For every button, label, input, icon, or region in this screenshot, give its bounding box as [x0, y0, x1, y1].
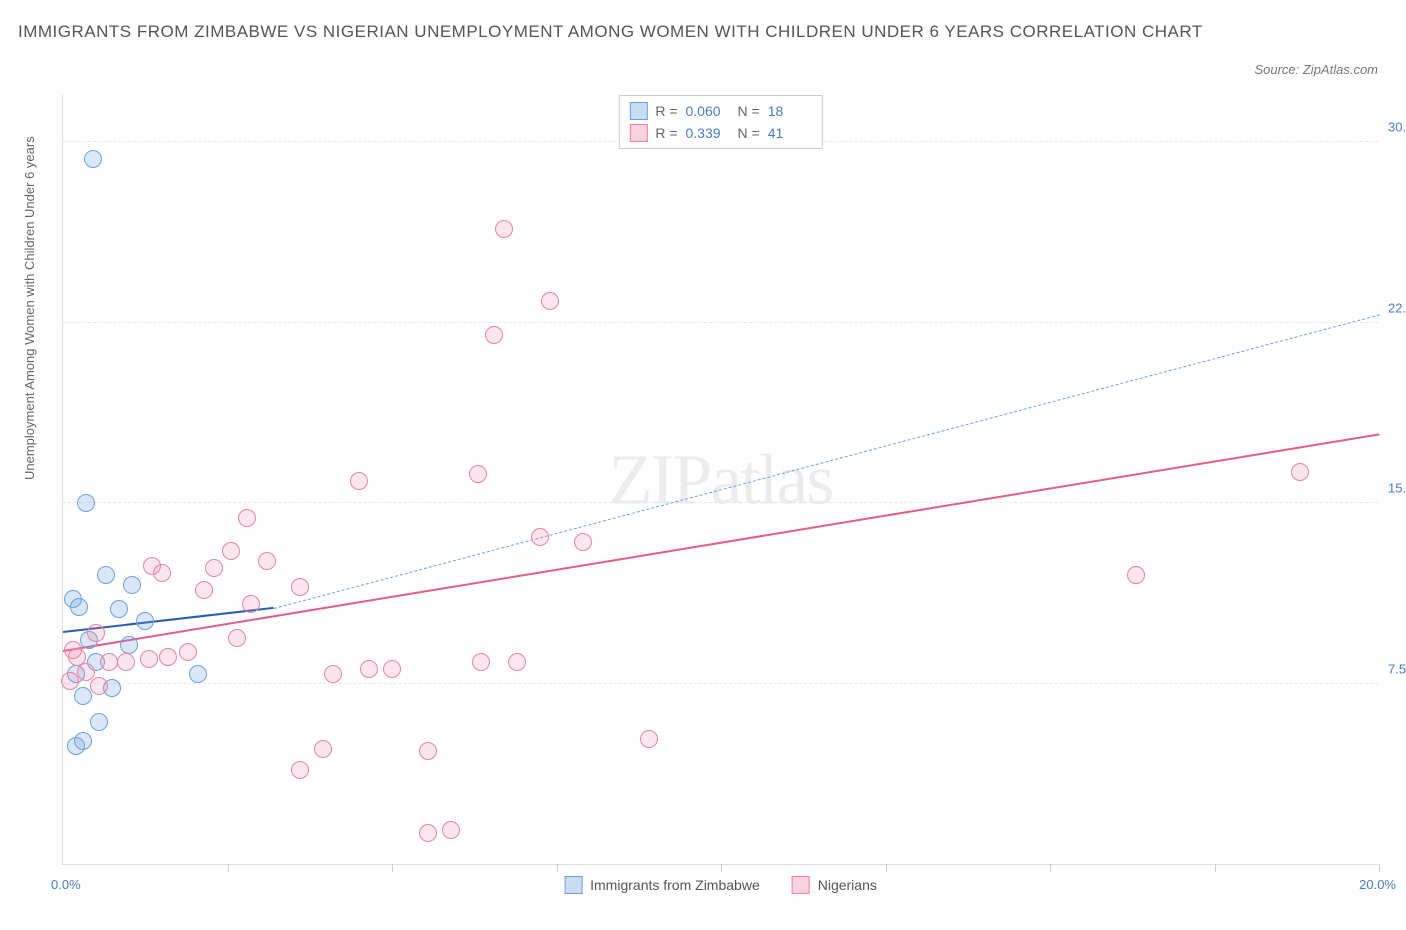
point-nigerians: [1127, 566, 1145, 584]
r-value-nigerians: 0.339: [686, 125, 730, 141]
legend-item-nigerians: Nigerians: [792, 876, 877, 894]
n-value-nigerians: 41: [768, 125, 812, 141]
point-nigerians: [419, 824, 437, 842]
point-nigerians: [469, 465, 487, 483]
legend-label-zimbabwe: Immigrants from Zimbabwe: [590, 877, 760, 893]
point-nigerians: [61, 672, 79, 690]
x-tick: [886, 864, 887, 872]
point-nigerians: [472, 653, 490, 671]
point-nigerians: [195, 581, 213, 599]
x-tick: [1050, 864, 1051, 872]
y-tick-label: 15.0%: [1388, 481, 1406, 496]
x-tick: [721, 864, 722, 872]
grid-line: [63, 502, 1378, 503]
point-nigerians: [222, 542, 240, 560]
swatch-zimbabwe-icon: [564, 876, 582, 894]
point-nigerians: [419, 742, 437, 760]
x-tick: [557, 864, 558, 872]
swatch-nigerians-icon: [629, 124, 647, 142]
legend-row-nigerians: R = 0.339 N = 41: [629, 122, 811, 144]
point-nigerians: [258, 552, 276, 570]
point-nigerians: [238, 509, 256, 527]
trend-line: [63, 434, 1379, 653]
y-tick-label: 22.5%: [1388, 300, 1406, 315]
y-tick-label: 7.5%: [1388, 661, 1406, 676]
point-nigerians: [242, 595, 260, 613]
grid-line: [63, 683, 1378, 684]
point-nigerians: [442, 821, 460, 839]
point-nigerians: [495, 220, 513, 238]
point-nigerians: [140, 650, 158, 668]
point-nigerians: [291, 761, 309, 779]
point-zimbabwe: [90, 713, 108, 731]
point-nigerians: [77, 663, 95, 681]
point-zimbabwe: [110, 600, 128, 618]
chart-container: IMMIGRANTS FROM ZIMBABWE VS NIGERIAN UNE…: [0, 0, 1406, 930]
x-tick: [1215, 864, 1216, 872]
point-nigerians: [485, 326, 503, 344]
point-nigerians: [90, 677, 108, 695]
point-nigerians: [508, 653, 526, 671]
watermark-atlas: atlas: [711, 439, 833, 519]
point-zimbabwe: [74, 687, 92, 705]
swatch-nigerians-icon: [792, 876, 810, 894]
point-nigerians: [100, 653, 118, 671]
point-nigerians: [324, 665, 342, 683]
point-nigerians: [541, 292, 559, 310]
point-nigerians: [87, 624, 105, 642]
point-nigerians: [153, 564, 171, 582]
point-nigerians: [228, 629, 246, 647]
r-value-zimbabwe: 0.060: [686, 103, 730, 119]
point-nigerians: [383, 660, 401, 678]
point-zimbabwe: [67, 737, 85, 755]
n-value-zimbabwe: 18: [768, 103, 812, 119]
n-label: N =: [738, 125, 760, 141]
plot-area: ZIPatlas R = 0.060 N = 18 R = 0.339 N = …: [62, 95, 1378, 865]
point-zimbabwe: [77, 494, 95, 512]
y-tick-label: 30.0%: [1388, 120, 1406, 135]
watermark-zip: ZIP: [609, 439, 711, 519]
point-nigerians: [350, 472, 368, 490]
point-nigerians: [291, 578, 309, 596]
x-axis-min-label: 0.0%: [51, 877, 81, 892]
point-nigerians: [117, 653, 135, 671]
legend-label-nigerians: Nigerians: [818, 877, 877, 893]
point-zimbabwe: [70, 598, 88, 616]
y-axis-label: Unemployment Among Women with Children U…: [22, 136, 37, 480]
point-zimbabwe: [84, 150, 102, 168]
correlation-legend: R = 0.060 N = 18 R = 0.339 N = 41: [618, 95, 822, 149]
series-legend: Immigrants from Zimbabwe Nigerians: [564, 876, 877, 894]
x-tick: [392, 864, 393, 872]
r-label: R =: [655, 125, 677, 141]
point-nigerians: [205, 559, 223, 577]
point-zimbabwe: [136, 612, 154, 630]
point-zimbabwe: [120, 636, 138, 654]
point-zimbabwe: [97, 566, 115, 584]
point-nigerians: [179, 643, 197, 661]
grid-line: [63, 322, 1378, 323]
chart-title: IMMIGRANTS FROM ZIMBABWE VS NIGERIAN UNE…: [18, 18, 1266, 45]
x-tick: [1379, 864, 1380, 872]
x-tick: [228, 864, 229, 872]
point-nigerians: [574, 533, 592, 551]
point-nigerians: [1291, 463, 1309, 481]
n-label: N =: [738, 103, 760, 119]
point-nigerians: [159, 648, 177, 666]
swatch-zimbabwe-icon: [629, 102, 647, 120]
point-nigerians: [640, 730, 658, 748]
watermark: ZIPatlas: [609, 438, 833, 521]
point-nigerians: [360, 660, 378, 678]
legend-row-zimbabwe: R = 0.060 N = 18: [629, 100, 811, 122]
x-axis-max-label: 20.0%: [1359, 877, 1396, 892]
point-zimbabwe: [123, 576, 141, 594]
r-label: R =: [655, 103, 677, 119]
point-nigerians: [314, 740, 332, 758]
point-zimbabwe: [189, 665, 207, 683]
point-nigerians: [531, 528, 549, 546]
source-attribution: Source: ZipAtlas.com: [1254, 62, 1378, 77]
legend-item-zimbabwe: Immigrants from Zimbabwe: [564, 876, 760, 894]
